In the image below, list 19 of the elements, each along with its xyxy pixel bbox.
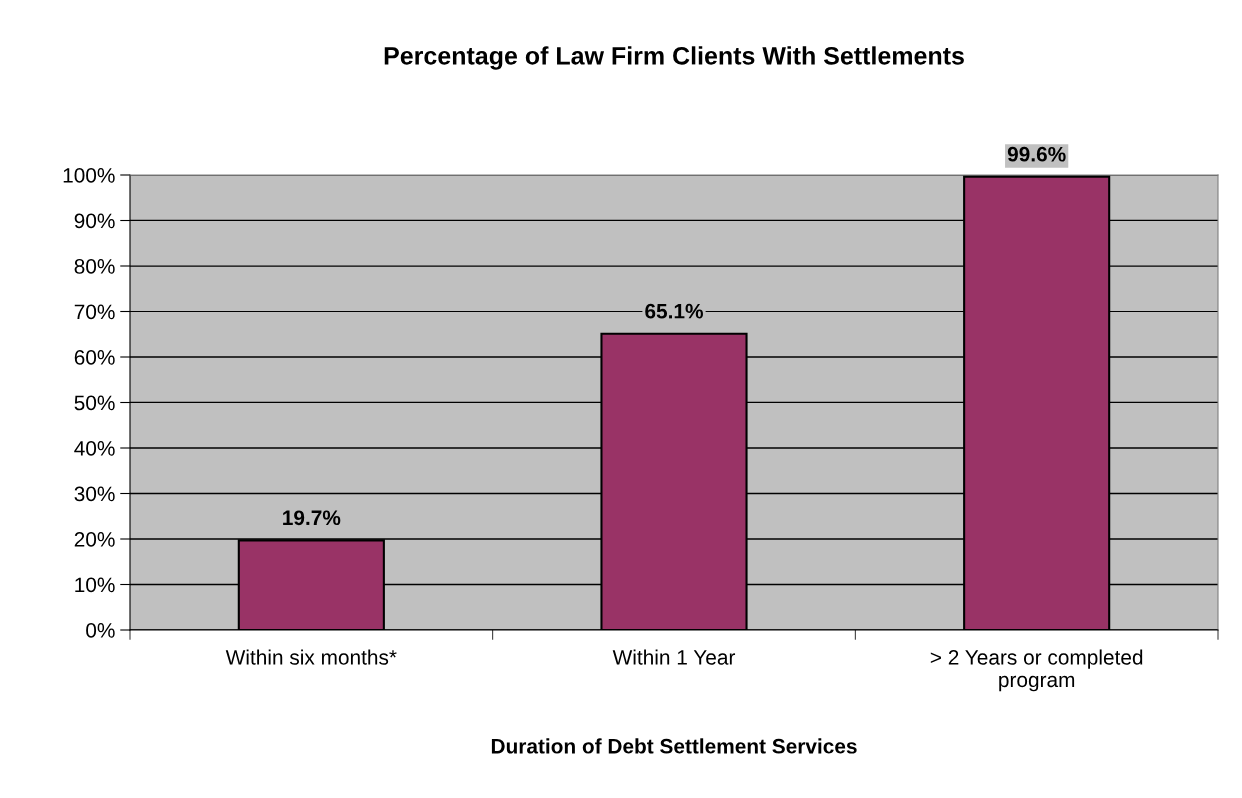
y-tick-label: 20% xyxy=(74,532,115,547)
y-tick-label: 10% xyxy=(75,577,115,593)
y-tick-label: 80% xyxy=(74,259,115,274)
chart-title: Percentage of Law Firm Clients With Settlements xyxy=(384,46,964,70)
y-tick-label: 30% xyxy=(74,486,115,502)
y-tick-label: 90% xyxy=(74,213,115,229)
y-tick-label: 50% xyxy=(74,395,115,411)
data-label: 99.6% xyxy=(1007,146,1066,162)
data-label: 65.1% xyxy=(645,303,703,319)
y-tick-label: 0% xyxy=(86,623,115,638)
x-tick-label: Within 1 Year xyxy=(612,649,736,665)
x-tick-label: Within six months* xyxy=(225,649,397,665)
x-axis-title: Duration of Debt Settlement Services xyxy=(491,738,857,754)
y-tick-label: 70% xyxy=(74,304,115,320)
y-tick-label: 40% xyxy=(74,441,115,456)
x-tick-label: > 2 Years or completed program xyxy=(930,649,1143,692)
data-label: 19.7% xyxy=(283,510,341,526)
y-tick-label: 100% xyxy=(63,168,115,183)
y-tick-label: 60% xyxy=(74,350,115,365)
